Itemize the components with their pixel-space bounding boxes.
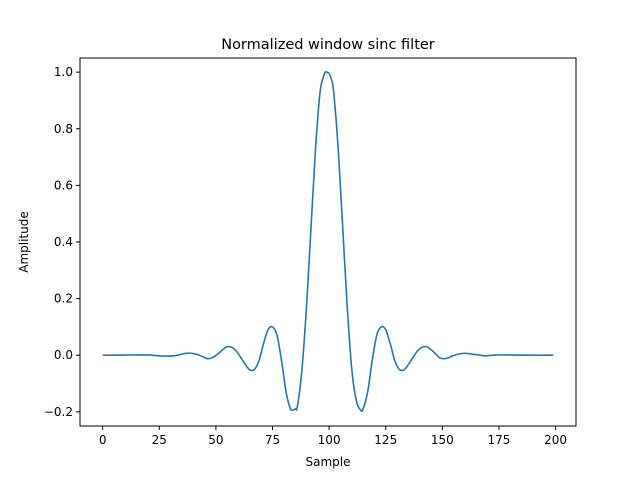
x-axis: 0 25 50 75 100 125 150 175 200 bbox=[99, 426, 567, 447]
y-tick-label: −0.2 bbox=[44, 405, 73, 419]
x-tick-label: 100 bbox=[318, 433, 341, 447]
x-tick-label: 25 bbox=[152, 433, 167, 447]
y-tick-label: 0.4 bbox=[54, 235, 73, 249]
series-line bbox=[102, 70, 554, 413]
x-tick-label: 75 bbox=[265, 433, 280, 447]
x-tick-label: 175 bbox=[488, 433, 511, 447]
x-tick-label: 200 bbox=[544, 433, 567, 447]
y-axis: −0.2 0.0 0.2 0.4 0.6 0.8 1.0 bbox=[44, 65, 80, 419]
y-axis-label: Amplitude bbox=[17, 211, 31, 273]
y-tick-label: 0.2 bbox=[54, 292, 73, 306]
plot-frame bbox=[79, 57, 577, 427]
y-tick-label: 0.8 bbox=[54, 122, 73, 136]
chart-title: Normalized window sinc filter bbox=[221, 37, 435, 53]
x-axis-label: Sample bbox=[306, 455, 351, 469]
y-tick-label: 0.0 bbox=[54, 348, 73, 362]
y-tick-label: 0.6 bbox=[54, 178, 73, 192]
y-tick-label: 1.0 bbox=[54, 65, 73, 79]
x-tick-label: 125 bbox=[374, 433, 397, 447]
x-tick-label: 150 bbox=[431, 433, 454, 447]
x-tick-label: 50 bbox=[208, 433, 223, 447]
plot-area bbox=[102, 70, 554, 413]
x-tick-label: 0 bbox=[99, 433, 107, 447]
